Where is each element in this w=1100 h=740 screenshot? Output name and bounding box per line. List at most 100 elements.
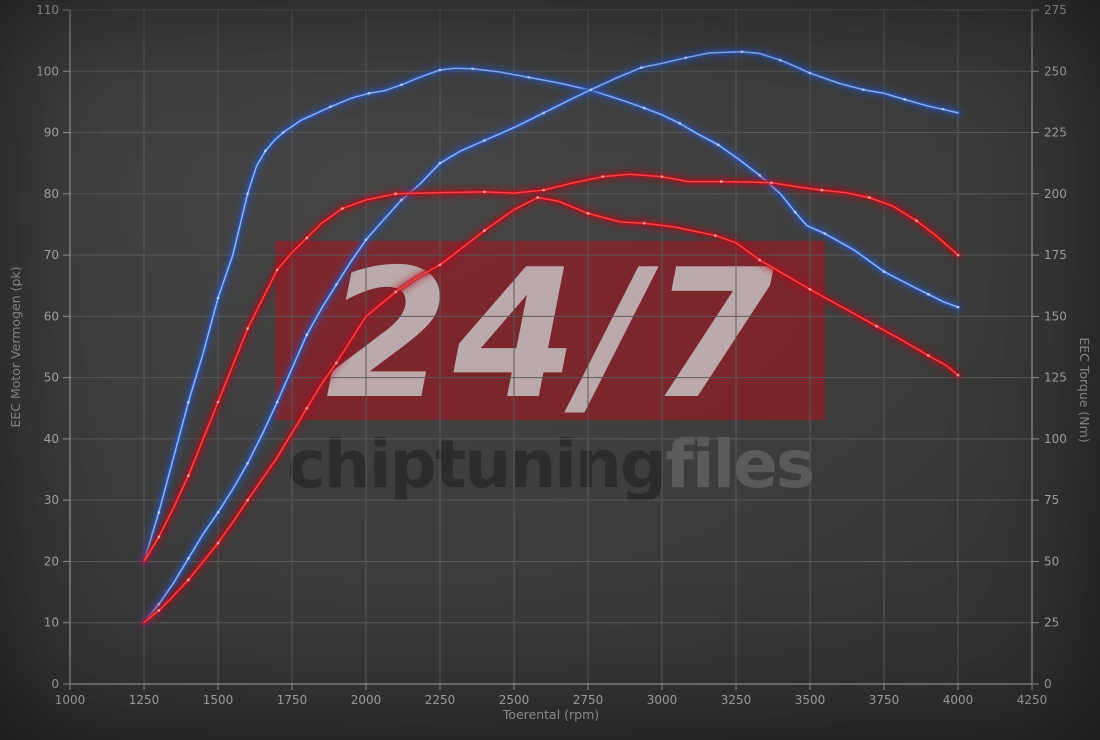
curve-marker (438, 263, 442, 267)
curve-marker (471, 67, 474, 71)
x-tick-label: 4250 (1017, 693, 1048, 707)
left-tick-label: 30 (44, 493, 59, 507)
curve-marker (187, 578, 190, 582)
x-tick-label: 3250 (721, 693, 752, 707)
curve-marker (394, 290, 397, 294)
curve-marker (305, 236, 309, 240)
curve-marker (719, 180, 723, 183)
curve-marker (956, 253, 960, 257)
curve-marker (364, 238, 368, 242)
curve-marker (340, 207, 344, 210)
curve-marker (483, 229, 486, 232)
x-tick-label: 4000 (943, 693, 974, 707)
right-tick-label: 175 (1044, 248, 1067, 262)
left-tick-label: 100 (36, 64, 59, 78)
curve-marker (187, 474, 190, 478)
x-tick-label: 3500 (795, 693, 826, 707)
left-tick-label: 20 (44, 554, 59, 568)
curve-marker (157, 511, 161, 514)
right-tick-label: 150 (1044, 309, 1067, 323)
curve-marker (956, 305, 960, 309)
curve-marker (542, 188, 545, 192)
curve-marker (660, 175, 664, 179)
curve-core (143, 173, 959, 563)
curve-marker (861, 88, 865, 92)
curve-marker (770, 181, 773, 185)
curve-marker (275, 268, 279, 272)
watermark: 24/7 chiptuningfiles (275, 231, 825, 503)
curves (139, 47, 963, 628)
curve-marker (642, 221, 646, 225)
curve-marker (589, 88, 593, 92)
right-tick-label: 0 (1044, 677, 1052, 691)
left-tick-label: 90 (44, 126, 59, 140)
left-tick-label: 10 (44, 616, 59, 630)
curve-marker (329, 105, 332, 109)
curve-marker (823, 232, 827, 236)
right-axis-title: EEC Torque (Nm) (1077, 337, 1092, 442)
right-tick-label: 100 (1044, 432, 1067, 446)
curve-marker (642, 106, 646, 110)
curve-marker (246, 192, 250, 196)
curve-marker (305, 333, 309, 337)
curve-marker (157, 535, 161, 539)
curve-marker (808, 288, 812, 291)
curve-marker (903, 98, 907, 101)
left-tick-label: 40 (44, 432, 59, 446)
right-tick-label: 75 (1044, 493, 1059, 507)
curve-marker (187, 556, 190, 560)
x-tick-label: 1250 (129, 693, 160, 707)
curve-marker (808, 71, 812, 75)
x-axis-title: Toerental (rpm) (502, 707, 599, 722)
watermark-badge: 24/7 (326, 231, 779, 438)
curve-marker (216, 400, 220, 404)
curve-marker (956, 373, 960, 377)
curve-marker (281, 131, 285, 134)
curve-marker (438, 68, 442, 72)
curve-power-run-2 (139, 47, 963, 628)
curve-marker (367, 91, 371, 95)
x-tick-label: 2500 (499, 693, 530, 707)
curve-marker (927, 292, 930, 296)
curve-marker (216, 541, 220, 545)
curve-marker (246, 327, 250, 331)
curve-marker (335, 361, 338, 365)
curve-marker (275, 400, 279, 404)
curve-marker (927, 354, 930, 357)
curve-marker (758, 258, 762, 262)
curve-marker (740, 50, 744, 54)
curve-core (143, 196, 959, 624)
left-tick-label: 50 (44, 371, 59, 385)
curve-marker (216, 296, 220, 300)
curve-marker (779, 58, 782, 62)
curve-marker (875, 324, 878, 328)
x-tick-label: 3750 (869, 693, 900, 707)
curve-torque-run-2 (139, 193, 963, 628)
watermark-brand-dark: chiptuning (287, 426, 665, 503)
axes: 1000 1250 1500 1750 2000 2250 2500 2750 3000 3250… (36, 3, 1067, 707)
x-tick-label: 1750 (277, 693, 308, 707)
left-axis-title: EEC Motor Vermogen (pk) (8, 266, 23, 427)
left-tick-label: 0 (51, 677, 59, 691)
curve-marker (716, 143, 720, 147)
curve-marker (216, 511, 220, 514)
curve-marker (758, 174, 762, 177)
curve-torque-run-1 (139, 169, 963, 566)
x-tick-label: 2000 (351, 693, 382, 707)
curve-marker (187, 400, 190, 404)
curve-marker (536, 196, 540, 199)
curve-power-run-1 (139, 63, 963, 566)
curve-marker (601, 175, 605, 179)
left-tick-label: 60 (44, 309, 59, 323)
curve-marker (542, 111, 545, 115)
curve-marker (400, 83, 403, 87)
curve-marker (941, 107, 945, 111)
curve-marker (867, 196, 871, 199)
right-tick-label: 25 (1044, 616, 1059, 630)
curve-marker (483, 190, 486, 194)
right-tick-label: 225 (1044, 126, 1067, 140)
x-tick-label: 3000 (647, 693, 678, 707)
right-tick-label: 125 (1044, 371, 1067, 385)
